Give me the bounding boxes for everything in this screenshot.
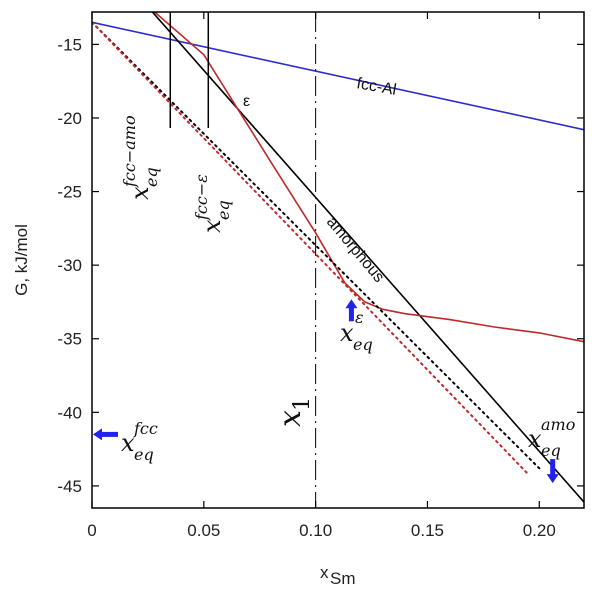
eps-eq-x: x xyxy=(340,319,354,347)
y-tick-label: -35 xyxy=(57,330,82,349)
epsilon-label: ε xyxy=(243,93,250,110)
y-tick-label: -25 xyxy=(57,183,82,202)
y-axis-label: G, kJ/mol xyxy=(12,224,31,296)
x-tick-label: 0 xyxy=(87,521,96,540)
amo-eq-sup: amo xyxy=(541,415,575,434)
x-tick-label: 0.05 xyxy=(187,521,220,540)
eps-eq-sub: eq xyxy=(353,335,373,354)
amo-eq-arrow-head xyxy=(546,474,559,484)
x-tick-label: 0.10 xyxy=(299,521,332,540)
x1-label: x 1 xyxy=(273,397,315,427)
x1-main: x xyxy=(273,410,308,427)
curve-labels: fcc-Al ε amorphous xyxy=(243,75,398,286)
series-line-dotted-4 xyxy=(92,21,530,476)
fcc-amo-sub: eq xyxy=(142,167,161,187)
x-tick-label: 0.20 xyxy=(523,521,556,540)
x-axis-label: x Sm xyxy=(320,563,356,588)
eps-eq-sup: ε xyxy=(355,308,364,327)
y-tick-label: -45 xyxy=(57,477,82,496)
x1-sub: 1 xyxy=(290,397,315,411)
amo-eq-arrow-shaft xyxy=(550,459,556,476)
eps-eq-arrow-shaft xyxy=(348,307,354,322)
axis-ticks: 0 0.05 0.10 0.15 0.20 -15 -20 -25 -30 -35 -40 -45 xyxy=(57,12,584,540)
fcc-amo-x: x xyxy=(126,186,154,200)
fcc-amo-sup: fcc−amo xyxy=(120,115,139,188)
y-axis-title: G, kJ/mol xyxy=(12,224,31,296)
series-line-- xyxy=(154,12,584,343)
x-eq-fcc-amo-label: x eq fcc−amo xyxy=(120,115,161,200)
amo-eq-sub: eq xyxy=(541,441,561,460)
y-tick-label: -20 xyxy=(57,109,82,128)
y-tick-label: -15 xyxy=(57,35,82,54)
fcc-eq-arrow-shaft xyxy=(101,431,118,437)
x-eq-fcc-eps-label: x eq fcc−ε xyxy=(192,174,233,233)
plot-lines xyxy=(92,12,584,508)
fcc-eq-sup: fcc xyxy=(133,419,158,438)
x-axis-title-sub: Sm xyxy=(330,569,356,588)
x-eq-eps-label: x eq ε xyxy=(340,308,373,354)
fcc-eq-arrow-head xyxy=(93,428,102,441)
plot-frame xyxy=(91,11,585,509)
x-eq-fcc-label: x eq fcc xyxy=(121,419,158,464)
y-tick-label: -30 xyxy=(57,256,82,275)
amorphous-label: amorphous xyxy=(323,214,387,286)
x-tick-label: 0.15 xyxy=(411,521,444,540)
series-line-amorphous xyxy=(151,12,584,503)
fcc-eps-x: x xyxy=(198,219,226,233)
eps-eq-arrow-head xyxy=(345,299,358,309)
fcc-eq-x: x xyxy=(121,429,135,457)
x-axis-title: x xyxy=(320,563,329,582)
fcc-eps-sub: eq xyxy=(214,200,233,220)
fcc-eq-sub: eq xyxy=(134,445,154,464)
amo-eq-x: x xyxy=(528,425,542,453)
x-eq-amo-label: x eq amo xyxy=(528,415,575,460)
fcc-eps-sup: fcc−ε xyxy=(192,174,211,221)
y-tick-label: -40 xyxy=(57,403,82,422)
equilibrium-arrows xyxy=(93,299,559,484)
fcc-al-label: fcc-Al xyxy=(355,75,397,99)
series-line-fcc-al xyxy=(92,21,584,131)
